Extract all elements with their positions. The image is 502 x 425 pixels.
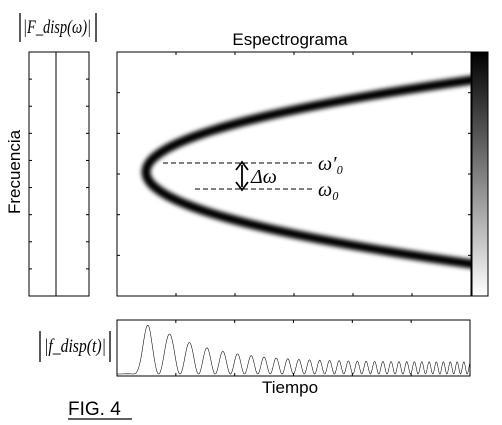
time-signal-ticks [175,320,412,376]
double-arrow [235,160,249,192]
left-panel-label: |F_disp(ω)| [19,13,97,42]
colorbar [471,51,489,297]
figure-label: FIG. 4 [68,399,132,420]
frequency-axis-label: Frecuencia [5,129,24,214]
time-axis-label: Tiempo [262,378,318,397]
spectrogram-ticks [117,52,471,296]
spectrogram-title: Espectrograma [232,30,348,49]
time-signal-panel [116,319,471,377]
omega-zero-label: ω₀ [318,179,339,201]
chirp-trace [141,75,471,269]
bottom-panel-label: |f_disp(t)| [39,331,111,362]
delta-omega-label: Δω [250,166,277,188]
omega-prime-zero-label: ω′₀ [318,153,343,175]
frequency-annotations: Δω ω′₀ ω₀ [163,153,343,201]
bottom-panel-label-text: |f_disp(t)| [44,336,106,357]
left-panel-ticks [29,78,89,270]
left-panel [28,51,90,297]
spectrogram-panel [116,51,472,297]
left-panel-label-text: |F_disp(ω)| [23,17,91,38]
figure-label-text: FIG. 4 [68,399,121,420]
